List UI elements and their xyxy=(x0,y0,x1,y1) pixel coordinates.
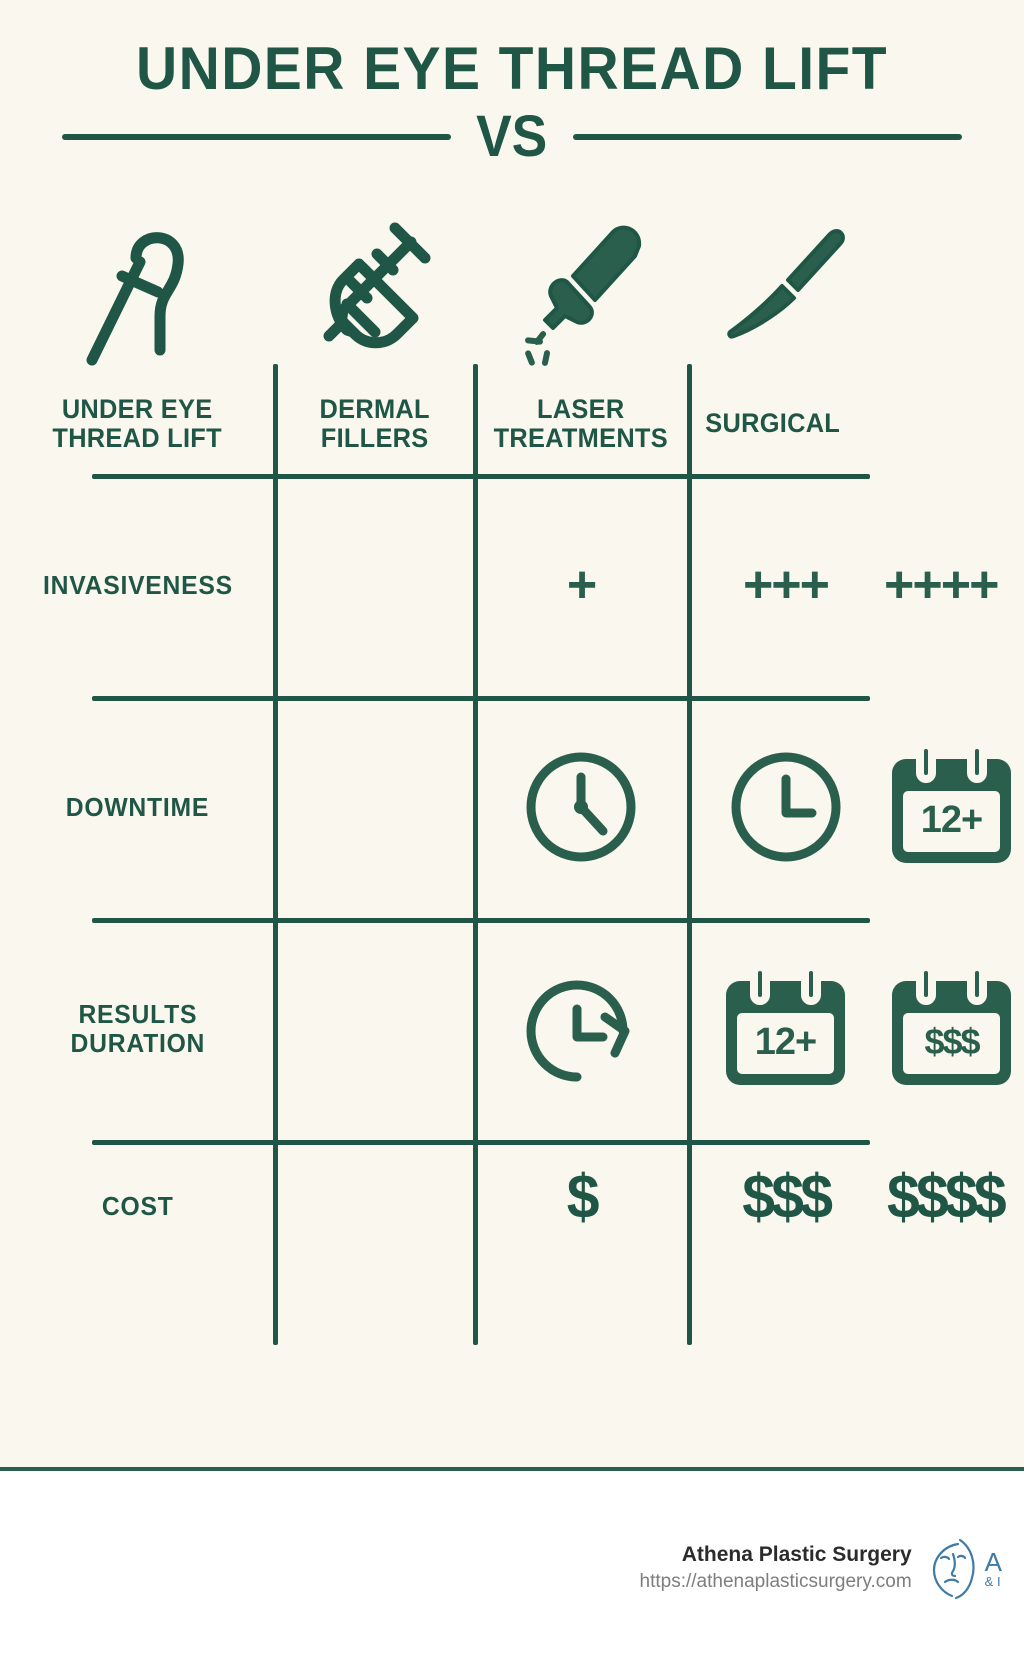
row-label-results-duration-line2: DURATION xyxy=(70,1028,205,1058)
scalpel-icon xyxy=(726,220,846,368)
icon-cell-dermal-fillers xyxy=(275,214,475,374)
vs-label: VS xyxy=(476,104,548,170)
cell-cost-laser: $$$ xyxy=(742,1163,833,1232)
column-header-laser-line1: LASER xyxy=(537,393,625,424)
calendar-label: $$$ xyxy=(924,1021,980,1062)
calendar-icon: $$$ xyxy=(884,963,1019,1093)
icon-cell-thread-lift xyxy=(0,214,275,374)
row-label-invasiveness: INVASIVENESS xyxy=(0,474,275,696)
column-header-dermal-fillers-line1: DERMAL xyxy=(319,393,431,424)
column-header-thread-lift-line1: UNDER EYE xyxy=(62,393,213,424)
vs-divider-row: VS xyxy=(0,103,1024,170)
column-divider-3 xyxy=(687,364,692,1345)
row-label-downtime: DOWNTIME xyxy=(0,696,275,918)
cell-invasiveness-surgical: ++++ xyxy=(884,556,999,614)
thread-needle-icon xyxy=(78,220,198,368)
footer-text-block: Athena Plastic Surgery https://athenapla… xyxy=(640,1541,912,1596)
clock-arrow-icon xyxy=(519,969,643,1089)
cell-invasiveness-thread-lift xyxy=(275,474,475,696)
row-label-cost-line1: COST xyxy=(101,1191,174,1221)
table-row-invasiveness: INVASIVENESS + +++ ++++ xyxy=(0,474,1024,696)
icon-cell-laser xyxy=(475,214,687,374)
row-separator-top-cost xyxy=(92,1140,870,1145)
calendar-label: 12+ xyxy=(754,1021,817,1063)
column-header-spacer xyxy=(884,374,1024,474)
column-header-thread-lift: UNDER EYE THREAD LIFT xyxy=(0,374,275,474)
infographic-card: UNDER EYE THREAD LIFT VS xyxy=(0,0,1024,1471)
column-divider-1 xyxy=(273,364,278,1345)
cell-invasiveness-dermal-fillers: + xyxy=(566,556,597,614)
calendar-icon: 12+ xyxy=(884,741,1019,871)
column-header-surgical-line1: SURGICAL xyxy=(705,408,841,439)
column-divider-2 xyxy=(473,364,478,1345)
row-label-downtime-line1: DOWNTIME xyxy=(65,791,210,822)
cell-invasiveness-laser: +++ xyxy=(742,556,830,614)
table-row-downtime: DOWNTIME xyxy=(0,696,1024,918)
footer: Athena Plastic Surgery https://athenapla… xyxy=(0,1471,1024,1666)
column-header-laser-line2: TREATMENTS xyxy=(493,423,669,453)
row-separator-top-downtime xyxy=(92,696,870,701)
table-row-cost: COST $ $$$ $$$$ xyxy=(0,1140,1024,1355)
column-header-dermal-fillers: DERMAL FILLERS xyxy=(275,374,475,474)
column-header-thread-lift-line2: THREAD LIFT xyxy=(52,423,223,453)
clock-icon xyxy=(726,747,846,867)
column-icons-row xyxy=(0,214,1024,374)
column-header-laser: LASER TREATMENTS xyxy=(475,374,687,474)
cell-downtime-laser xyxy=(687,696,884,918)
icon-cell-surgical xyxy=(687,214,884,374)
calendar-icon: 12+ xyxy=(718,963,853,1093)
vs-line-left xyxy=(62,133,452,140)
comparison-table: UNDER EYE THREAD LIFT DERMAL FILLERS LAS… xyxy=(0,214,1024,1355)
cell-downtime-dermal-fillers xyxy=(475,696,687,918)
cell-cost-surgical: $$$$ xyxy=(887,1163,1007,1232)
logo-letters: A & I xyxy=(985,1549,1002,1588)
cell-cost-dermal-fillers: $ xyxy=(566,1163,600,1232)
laser-device-icon xyxy=(517,220,645,368)
face-profile-icon xyxy=(928,1538,980,1600)
cell-results-dermal-fillers xyxy=(475,918,687,1140)
title-block: UNDER EYE THREAD LIFT VS xyxy=(0,38,1024,170)
logo-letter-ai: & I xyxy=(984,1574,1001,1589)
table-row-results-duration: RESULTS DURATION xyxy=(0,918,1024,1140)
row-separator-top-invasiveness xyxy=(92,474,870,479)
cell-downtime-thread-lift xyxy=(275,696,475,918)
vs-line-right xyxy=(572,133,962,140)
syringe-icon xyxy=(317,220,433,368)
row-label-results-duration-line1: RESULTS xyxy=(78,999,197,1030)
icon-cell-spacer xyxy=(884,214,1024,374)
cell-downtime-surgical: 12+ xyxy=(884,696,1024,918)
logo-letter-a: A xyxy=(984,1547,1002,1577)
brand-logo: A & I xyxy=(928,1538,1002,1600)
column-header-dermal-fillers-line2: FILLERS xyxy=(321,423,429,453)
column-headers-row: UNDER EYE THREAD LIFT DERMAL FILLERS LAS… xyxy=(0,374,1024,474)
row-label-invasiveness-line1: INVASIVENESS xyxy=(42,569,233,600)
row-label-results-duration: RESULTS DURATION xyxy=(0,918,275,1140)
cell-results-surgical: $$$ xyxy=(884,918,1024,1140)
cell-cost-thread-lift xyxy=(275,1140,475,1355)
cell-results-thread-lift xyxy=(275,918,475,1140)
row-separator-top-results-duration xyxy=(92,918,870,923)
clock-icon xyxy=(521,747,641,867)
column-header-surgical: SURGICAL xyxy=(687,374,884,474)
row-label-cost: COST xyxy=(0,1140,275,1355)
footer-url[interactable]: https://athenaplasticsurgery.com xyxy=(639,1571,912,1593)
calendar-label: 12+ xyxy=(920,799,983,841)
footer-brand: Athena Plastic Surgery xyxy=(681,1543,912,1567)
cell-results-laser: 12+ xyxy=(687,918,884,1140)
page-title: UNDER EYE THREAD LIFT xyxy=(136,35,888,102)
